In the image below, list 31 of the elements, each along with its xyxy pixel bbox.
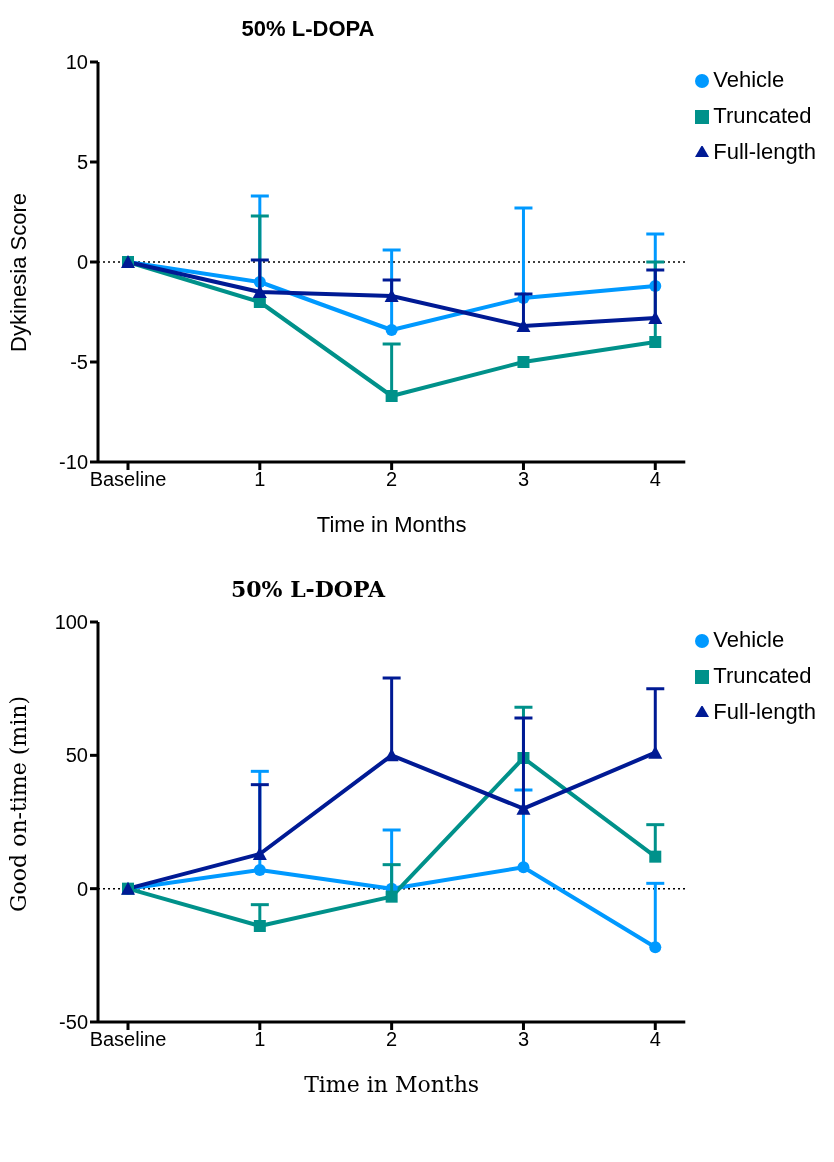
legend-label: Truncated bbox=[713, 103, 812, 128]
y-tick-label: -5 bbox=[70, 351, 88, 374]
y-axis-title: Good on-time (min) bbox=[5, 696, 31, 912]
x-tick-label: 3 bbox=[517, 468, 530, 491]
y-tick-label: 100 bbox=[54, 611, 88, 634]
y-tick-label: 50 bbox=[65, 744, 88, 767]
legend-label: Full-length bbox=[713, 139, 816, 164]
x-axis-title: Time in Months bbox=[304, 1072, 480, 1097]
legend-label: Truncated bbox=[713, 663, 812, 688]
y-tick-label: 10 bbox=[65, 51, 88, 74]
x-tick-label: 1 bbox=[254, 468, 266, 491]
y-tick-label: 0 bbox=[76, 251, 88, 274]
legend-label: Full-length bbox=[713, 699, 816, 724]
y-tick-label: -50 bbox=[59, 1011, 88, 1034]
x-tick-label: Baseline bbox=[89, 468, 167, 491]
x-tick-label: 2 bbox=[386, 1028, 398, 1051]
chart-title: 50% L-DOPA bbox=[229, 575, 387, 602]
y-tick-label: -10 bbox=[59, 451, 88, 474]
x-axis-title: Time in Months bbox=[316, 512, 467, 537]
x-tick-label: 1 bbox=[254, 1028, 266, 1051]
y-axis-title: Dykinesia Score bbox=[5, 193, 31, 352]
x-tick-label: 3 bbox=[517, 1028, 530, 1051]
y-tick-label: 0 bbox=[76, 877, 88, 900]
x-tick-label: Baseline bbox=[89, 1028, 167, 1051]
chart-title: 50% L-DOPA bbox=[240, 15, 376, 42]
legend-label: Vehicle bbox=[713, 627, 785, 652]
legend-label: Vehicle bbox=[713, 67, 785, 92]
y-tick-label: 5 bbox=[76, 151, 88, 174]
x-tick-label: 2 bbox=[386, 468, 398, 491]
x-tick-label: 4 bbox=[649, 468, 661, 491]
x-tick-label: 4 bbox=[649, 1028, 661, 1051]
